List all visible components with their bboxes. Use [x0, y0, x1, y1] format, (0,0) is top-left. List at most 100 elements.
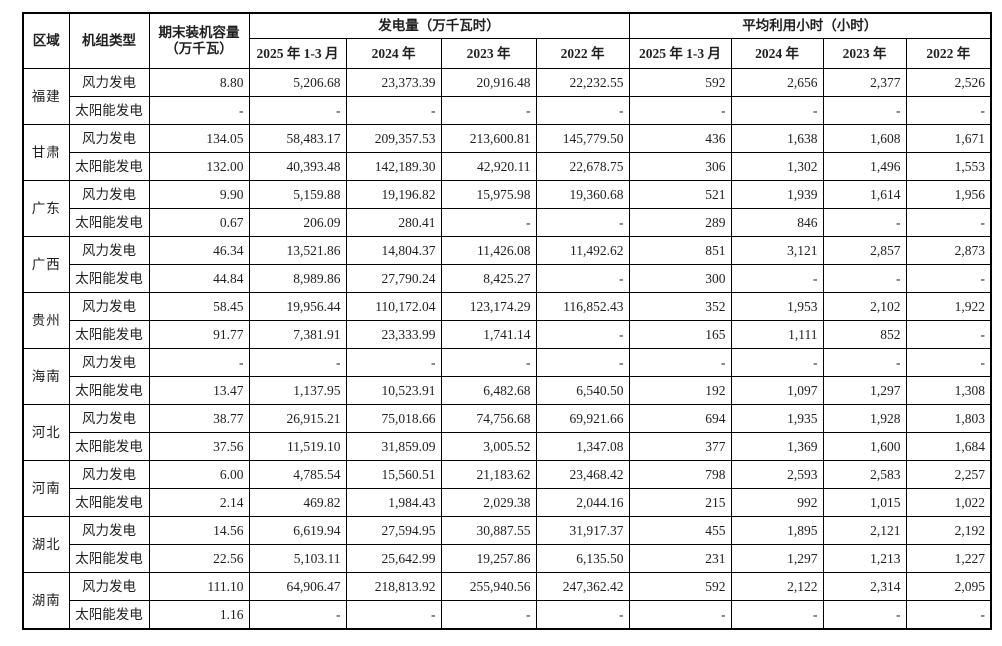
hours-cell: -: [628, 96, 732, 125]
hours-cell: 694: [628, 404, 732, 433]
table-row: 太阳能发电 1.16- - - - - - - -: [23, 600, 992, 630]
unit-type-cell: 风力发电: [68, 124, 150, 153]
generation-cell: -: [345, 348, 442, 377]
capacity-cell: -: [148, 96, 250, 125]
hours-cell: 2,257: [905, 460, 992, 489]
capacity-cell: 8.80: [148, 68, 250, 97]
hours-cell: 2,593: [730, 460, 824, 489]
generation-cell: 19,196.82: [345, 180, 442, 209]
generation-cell: 22,232.55: [535, 68, 630, 97]
hours-cell: 1,922: [905, 292, 992, 321]
generation-cell: 209,357.53: [345, 124, 442, 153]
unit-type-cell: 风力发电: [68, 236, 150, 265]
generation-cell: -: [535, 320, 630, 349]
hours-cell: 2,377: [822, 68, 907, 97]
generation-cell: -: [535, 208, 630, 237]
generation-cell: 213,600.81: [440, 124, 537, 153]
hours-cell: -: [822, 208, 907, 237]
hours-cell: -: [730, 264, 824, 293]
capacity-cell: 91.77: [148, 320, 250, 349]
capacity-cell: 46.34: [148, 236, 250, 265]
hours-cell: 592: [628, 572, 732, 601]
generation-cell: 69,921.66: [535, 404, 630, 433]
region-cell: 海南: [22, 348, 70, 405]
unit-type-cell: 风力发电: [68, 460, 150, 489]
generation-cell: -: [535, 96, 630, 125]
generation-cell: 11,492.62: [535, 236, 630, 265]
hours-cell: 377: [628, 432, 732, 461]
generation-cell: 6,482.68: [440, 376, 537, 405]
generation-cell: 5,206.68: [248, 68, 347, 97]
generation-cell: 8,989.86: [248, 264, 347, 293]
generation-cell: 27,594.95: [345, 516, 442, 545]
hours-cell: 1,953: [730, 292, 824, 321]
hours-cell: -: [730, 348, 824, 377]
hours-cell: 1,638: [730, 124, 824, 153]
table-row: 太阳能发电 132.00 40,393.48 142,189.30 42,920.11 2…: [23, 152, 992, 181]
unit-type-cell: 风力发电: [68, 572, 150, 601]
generation-cell: 19,360.68: [535, 180, 630, 209]
generation-cell: 25,642.99: [345, 544, 442, 573]
generation-cell: -: [440, 600, 537, 630]
hours-cell: -: [905, 348, 992, 377]
generation-cell: 145,779.50: [535, 124, 630, 153]
region-cell: 甘肃: [22, 124, 70, 181]
generation-cell: 7,381.91: [248, 320, 347, 349]
capacity-cell: 6.00: [148, 460, 250, 489]
hours-cell: -: [822, 264, 907, 293]
hours-cell: -: [628, 600, 732, 630]
generation-cell: 206.09: [248, 208, 347, 237]
hours-cell: -: [822, 348, 907, 377]
table-row: 太阳能发电 2.14 469.82 1,984.43 2,029.38 2,044.16 2…: [23, 488, 992, 517]
table-row: 湖北 风力发电 14.56 6,619.94 27,594.95 30,887.55 31,…: [22, 516, 992, 573]
capacity-cell: 111.10: [148, 572, 250, 601]
header-hours-period-2024: 2024 年: [730, 38, 824, 69]
table-row: 太阳能发电 - - - - - - - - -: [23, 96, 992, 125]
generation-cell: 75,018.66: [345, 404, 442, 433]
hours-cell: 1,895: [730, 516, 824, 545]
generation-cell: 13,521.86: [248, 236, 347, 265]
generation-cell: -: [248, 600, 347, 630]
header-region: 区域: [22, 12, 70, 69]
hours-cell: 2,122: [730, 572, 824, 601]
header-hours-period-2022: 2022 年: [905, 38, 992, 69]
hours-cell: -: [905, 600, 992, 630]
capacity-cell: 14.56: [148, 516, 250, 545]
hours-cell: 2,526: [905, 68, 992, 97]
hours-cell: 1,496: [822, 152, 907, 181]
hours-cell: 852: [822, 320, 907, 349]
generation-cell: 15,560.51: [345, 460, 442, 489]
hours-cell: 992: [730, 488, 824, 517]
power-generation-table: 区域 机组类型 期末装机容量（万千瓦） 发电量（万千瓦时） 平均利用小时（小时）…: [22, 12, 992, 630]
table-row: 贵州 风力发电 58.45 19,956.44 110,172.04 123,174.29…: [22, 292, 992, 349]
generation-cell: 40,393.48: [248, 152, 347, 181]
hours-cell: 1,956: [905, 180, 992, 209]
generation-cell: 123,174.29: [440, 292, 537, 321]
generation-cell: 15,975.98: [440, 180, 537, 209]
generation-cell: -: [345, 600, 442, 630]
header-gen-period-2025q1: 2025 年 1-3 月: [248, 38, 347, 69]
generation-cell: 4,785.54: [248, 460, 347, 489]
generation-cell: 10,523.91: [345, 376, 442, 405]
unit-type-cell: 太阳能发电: [68, 264, 150, 293]
generation-cell: 3,005.52: [440, 432, 537, 461]
generation-cell: 116,852.43: [535, 292, 630, 321]
hours-cell: -: [905, 320, 992, 349]
hours-cell: 1,939: [730, 180, 824, 209]
generation-cell: 247,362.42: [535, 572, 630, 601]
generation-cell: 5,103.11: [248, 544, 347, 573]
generation-cell: 42,920.11: [440, 152, 537, 181]
generation-cell: 64,906.47: [248, 572, 347, 601]
header-gen-period-2022: 2022 年: [535, 38, 630, 69]
hours-cell: 2,314: [822, 572, 907, 601]
generation-cell: 26,915.21: [248, 404, 347, 433]
region-cell: 广东: [22, 180, 70, 237]
table-row: 太阳能发电 0.67 206.09 280.41- -289 846- -: [23, 208, 992, 237]
hours-cell: -: [822, 96, 907, 125]
hours-cell: 798: [628, 460, 732, 489]
hours-cell: 1,614: [822, 180, 907, 209]
hours-cell: -: [905, 264, 992, 293]
capacity-cell: 0.67: [148, 208, 250, 237]
hours-cell: 1,213: [822, 544, 907, 573]
hours-cell: 1,608: [822, 124, 907, 153]
